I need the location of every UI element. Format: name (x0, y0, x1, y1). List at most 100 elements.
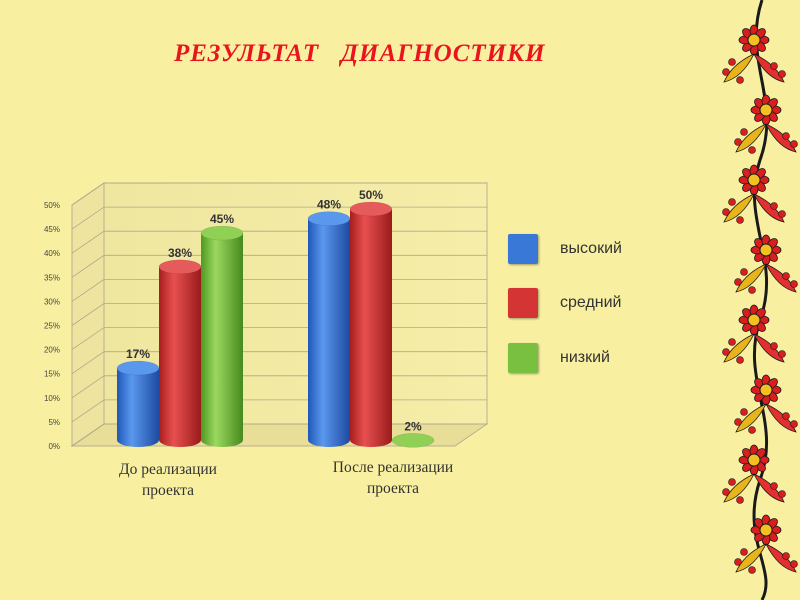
ornament-berry (782, 412, 790, 420)
ornament-berry (740, 268, 748, 276)
y-tick-label: 20% (44, 346, 60, 355)
bar-value-label: 2% (404, 419, 422, 433)
bar-top (200, 225, 244, 241)
ornament-leaf (753, 193, 785, 223)
bar (391, 433, 435, 448)
bar-body (308, 218, 350, 447)
flower-center (759, 523, 773, 537)
category-label-line: проекта (141, 482, 195, 499)
ornament-flower-icon (750, 514, 782, 546)
ornament-berry (782, 272, 790, 280)
legend-item-high: высокий (508, 233, 622, 265)
ornament-flower-icon (738, 444, 770, 476)
ornament-leaf (753, 333, 785, 363)
bar-value-label: 38% (168, 246, 192, 260)
ornament-berry (734, 558, 742, 566)
khokhloma-floral-border-icon (712, 0, 800, 600)
ornament-flower-icon (750, 234, 782, 266)
y-tick-label: 25% (44, 322, 60, 331)
category-label-line: проекта (366, 480, 420, 497)
ornament-berry (722, 68, 730, 76)
ornament-berry (736, 496, 744, 504)
ornament-berry (736, 356, 744, 364)
ornament-leaf (723, 473, 755, 503)
ornament-berry (740, 408, 748, 416)
y-tick-label: 30% (44, 297, 60, 306)
bar-top (158, 259, 202, 275)
ornament-leaf (723, 53, 755, 83)
y-tick-label: 5% (48, 418, 60, 427)
ornament-leaf (765, 263, 797, 293)
ornament-berry (748, 426, 756, 434)
ornament-berry (740, 128, 748, 136)
bar-body (201, 233, 243, 447)
ornament-berry (728, 198, 736, 206)
ornament-leaf (735, 403, 767, 433)
y-tick-label: 35% (44, 273, 60, 282)
category-label-after: После реализации проекта (313, 457, 473, 499)
bar-top (116, 360, 160, 376)
ornament-berry (748, 286, 756, 294)
bar-value-label: 45% (210, 212, 234, 226)
bar-body (117, 368, 159, 447)
ornament-berry (770, 342, 778, 350)
ornament-berry (722, 488, 730, 496)
ornament-leaf (723, 333, 755, 363)
ornament-berry (782, 132, 790, 140)
ornament-berry (728, 338, 736, 346)
bar-value-label: 17% (126, 347, 150, 361)
y-tick-label: 45% (44, 225, 60, 234)
bar (116, 360, 160, 447)
legend-swatch-high (508, 234, 538, 264)
category-label-line: После реализации (332, 459, 454, 476)
ornament-berry (778, 210, 786, 218)
y-tick-label: 15% (44, 370, 60, 379)
ornament-leaf (735, 543, 767, 573)
ornament-berry (748, 146, 756, 154)
bar-body (159, 266, 201, 447)
ornament-berry (790, 280, 798, 288)
ornament-leaf (735, 263, 767, 293)
bar (158, 259, 202, 447)
legend-item-medium: средний (508, 287, 622, 319)
ornament-flower-icon (738, 24, 770, 56)
legend-label-high: высокий (560, 240, 622, 257)
bar-top (391, 433, 435, 448)
ornament-leaf (753, 473, 785, 503)
ornament-leaf (753, 53, 785, 83)
ornament-berry (734, 418, 742, 426)
ornament-berry (740, 548, 748, 556)
legend-swatch-medium (508, 288, 538, 318)
ornament-flower-icon (738, 304, 770, 336)
ornament-berry (770, 202, 778, 210)
ornament-berry (722, 348, 730, 356)
ornament-berry (734, 138, 742, 146)
bar (349, 201, 393, 447)
bar (307, 211, 351, 447)
ornament-berry (748, 566, 756, 574)
ornament-leaf (765, 403, 797, 433)
flower-center (747, 173, 761, 187)
bar-value-label: 50% (359, 188, 383, 202)
ornament-berry (722, 208, 730, 216)
ornament-berry (770, 482, 778, 490)
legend-label-medium: средний (560, 294, 622, 311)
y-tick-label: 40% (44, 249, 60, 258)
ornament-berry (734, 278, 742, 286)
category-label-before: До реализации проекта (98, 459, 238, 501)
category-label-line: До реализации (119, 461, 217, 478)
ornament-berry (736, 76, 744, 84)
ornament-berry (782, 552, 790, 560)
ornament-berry (778, 350, 786, 358)
legend-item-low: низкий (508, 342, 610, 374)
flower-center (759, 103, 773, 117)
y-tick-label: 0% (48, 442, 60, 451)
bar-top (307, 211, 351, 226)
bar-top (349, 201, 393, 217)
ornament-berry (778, 70, 786, 78)
flower-center (747, 33, 761, 47)
y-tick-label: 50% (44, 201, 60, 210)
ornament-berry (728, 58, 736, 66)
